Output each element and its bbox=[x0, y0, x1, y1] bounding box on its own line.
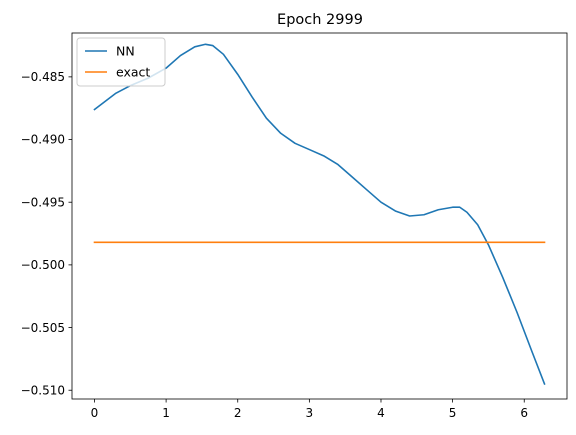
y-tick-label: −0.495 bbox=[21, 195, 65, 209]
y-tick-label: −0.500 bbox=[21, 258, 65, 272]
x-tick-label: 1 bbox=[162, 406, 170, 420]
x-tick-label: 0 bbox=[91, 406, 99, 420]
x-tick-label: 6 bbox=[520, 406, 528, 420]
y-tick-label: −0.490 bbox=[21, 133, 65, 147]
x-tick-label: 4 bbox=[377, 406, 385, 420]
plot-series bbox=[93, 43, 546, 385]
chart-title: Epoch 2999 bbox=[277, 12, 363, 28]
x-tick-label: 5 bbox=[449, 406, 457, 420]
x-axis: 0 1 2 3 4 5 6 bbox=[91, 399, 528, 420]
legend-label-exact: exact bbox=[116, 65, 150, 80]
plot-frame bbox=[71, 32, 568, 400]
legend: NN exact bbox=[76, 37, 166, 87]
x-tick-label: 3 bbox=[306, 406, 314, 420]
y-tick-label: −0.505 bbox=[21, 321, 65, 335]
legend-box bbox=[76, 37, 166, 87]
x-tick-label: 2 bbox=[234, 406, 242, 420]
series-line-nn bbox=[93, 43, 546, 385]
legend-label-nn: NN bbox=[116, 44, 135, 59]
y-axis: −0.485 −0.490 −0.495 −0.500 −0.505 −0.510 bbox=[21, 70, 72, 397]
y-tick-label: −0.485 bbox=[21, 70, 65, 84]
y-tick-label: −0.510 bbox=[21, 383, 65, 397]
